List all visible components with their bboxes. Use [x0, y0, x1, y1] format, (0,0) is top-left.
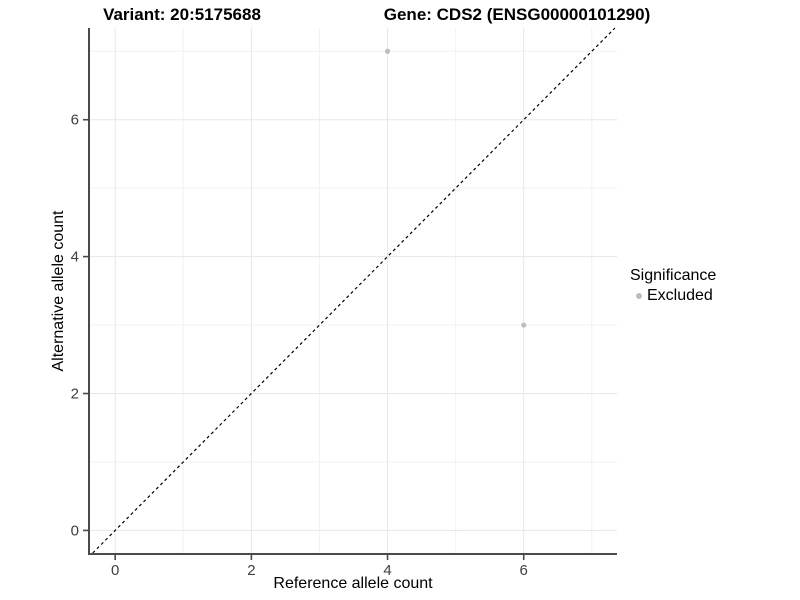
plot-title-variant: Variant: 20:5175688: [103, 5, 261, 24]
x-tick-label: 6: [520, 562, 528, 579]
legend-item: Excluded: [630, 286, 716, 306]
y-tick-label: 0: [71, 522, 79, 539]
plot-panel: [90, 28, 617, 553]
x-axis-title: Reference allele count: [273, 575, 433, 592]
legend-items: Excluded: [630, 286, 716, 306]
y-tick-label: 4: [71, 249, 79, 266]
x-tick-label: 0: [111, 562, 119, 579]
data-point: [384, 48, 391, 54]
y-tick-label: 6: [71, 112, 79, 129]
legend: Significance Excluded: [630, 266, 716, 306]
y-tick-label: 2: [71, 386, 79, 403]
x-tick-label: 2: [247, 562, 255, 579]
legend-title: Significance: [630, 267, 717, 284]
x-tick-label: 4: [383, 562, 391, 579]
y-axis-title: Alternative allele count: [50, 210, 67, 372]
legend-item-label: Excluded: [647, 287, 713, 304]
data-point: [521, 322, 527, 328]
plot-title-gene: Gene: CDS2 (ENSG00000101290): [383, 5, 651, 24]
legend-point-icon: [636, 293, 642, 299]
